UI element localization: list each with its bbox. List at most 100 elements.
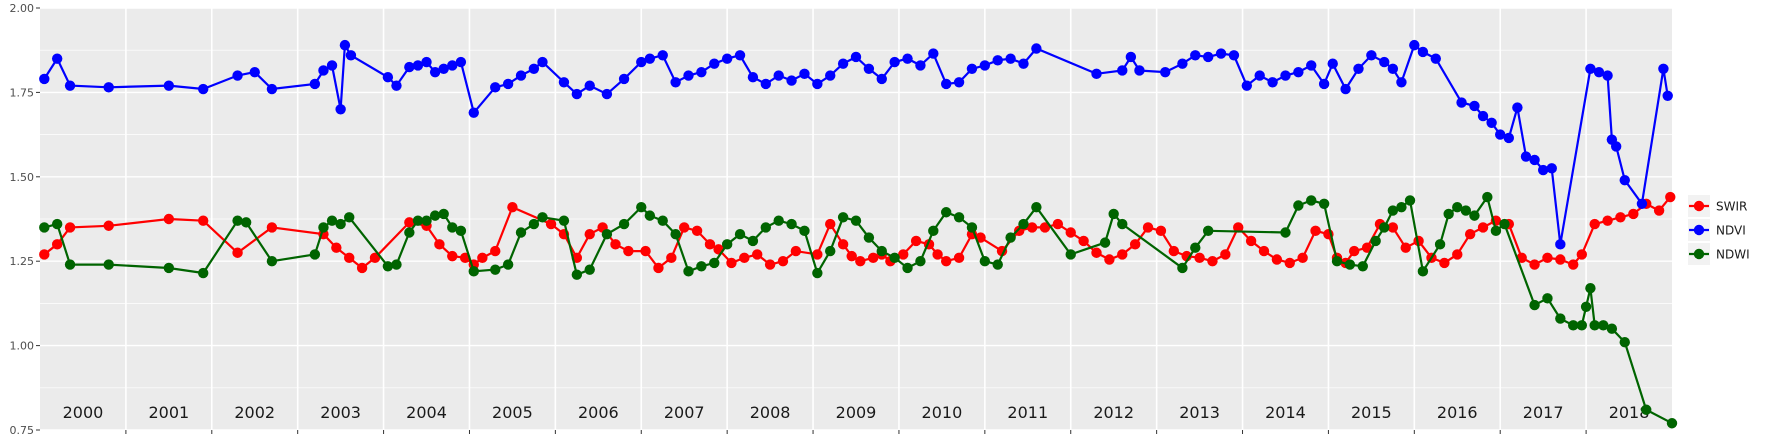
data-point <box>747 72 759 83</box>
data-point <box>898 249 909 260</box>
data-point <box>1177 262 1188 274</box>
year-label: 2009 <box>836 403 877 422</box>
data-point <box>666 252 677 264</box>
data-point <box>1117 65 1128 76</box>
data-point <box>979 60 991 71</box>
data-point <box>1546 163 1557 174</box>
data-point <box>335 218 346 230</box>
data-point <box>345 50 357 61</box>
data-point <box>232 215 243 226</box>
data-point <box>1555 239 1566 250</box>
data-point <box>447 250 458 262</box>
data-point <box>1585 283 1596 294</box>
data-point <box>1202 225 1214 237</box>
data-point <box>198 215 209 226</box>
data-point <box>691 225 703 237</box>
data-point <box>1142 222 1154 233</box>
data-point <box>528 218 540 230</box>
data-point <box>734 50 746 61</box>
data-point <box>1327 58 1338 69</box>
data-point <box>601 228 613 240</box>
data-point <box>232 247 243 258</box>
data-point <box>1031 201 1042 213</box>
legend-key-point <box>1693 248 1705 260</box>
data-point <box>391 259 402 270</box>
series-line-swir <box>43 196 1672 270</box>
data-point <box>863 63 875 74</box>
data-point <box>404 217 415 228</box>
data-point <box>318 65 329 76</box>
data-point <box>502 259 514 270</box>
data-point <box>1477 110 1489 122</box>
data-point <box>760 78 772 90</box>
data-point <box>1619 337 1630 348</box>
data-point <box>249 66 260 78</box>
year-label: 2004 <box>406 403 447 422</box>
data-point <box>825 218 836 230</box>
year-label: 2013 <box>1179 403 1220 422</box>
data-point <box>812 78 823 90</box>
data-point <box>477 252 488 264</box>
data-point <box>1452 249 1463 260</box>
data-point <box>1361 242 1373 253</box>
data-point <box>777 256 789 267</box>
series-ndvi <box>39 39 1673 250</box>
data-point <box>1417 46 1429 58</box>
data-point <box>1576 320 1588 331</box>
data-point <box>932 249 943 260</box>
series-ndwi <box>39 191 1678 429</box>
data-point <box>1537 164 1549 176</box>
data-point <box>992 55 1003 66</box>
data-point <box>1310 225 1321 237</box>
data-point <box>1602 215 1613 226</box>
data-point <box>1452 201 1463 213</box>
data-point <box>1357 261 1368 272</box>
y-tick-label: 1.00 <box>10 340 35 353</box>
data-point <box>1220 249 1231 260</box>
data-point <box>1434 239 1446 250</box>
data-point <box>1499 218 1510 230</box>
data-point <box>1318 198 1330 210</box>
data-point <box>507 201 518 213</box>
data-point <box>515 227 527 238</box>
data-point <box>391 80 402 91</box>
data-point <box>623 245 634 257</box>
data-point <box>356 262 368 274</box>
data-point <box>1495 129 1506 140</box>
data-point <box>502 78 514 90</box>
data-point <box>747 235 759 247</box>
data-point <box>1245 235 1257 247</box>
data-point <box>1602 70 1613 81</box>
data-point <box>966 222 978 233</box>
data-point <box>915 256 926 267</box>
data-point <box>331 242 342 253</box>
data-point <box>721 239 733 250</box>
data-point <box>928 48 939 59</box>
data-point <box>1379 56 1390 68</box>
data-point <box>232 70 243 81</box>
data-point <box>1306 195 1317 206</box>
data-point <box>657 215 668 226</box>
data-point <box>636 56 647 68</box>
data-point <box>198 83 209 95</box>
data-point <box>1129 239 1141 250</box>
legend-item-swir: SWIR <box>1688 195 1747 217</box>
data-point <box>1400 242 1411 253</box>
data-point <box>752 249 763 260</box>
data-point <box>412 215 424 226</box>
data-point <box>863 232 875 243</box>
data-point <box>571 88 583 100</box>
data-point <box>1117 218 1128 230</box>
data-point <box>773 70 784 81</box>
data-point <box>709 58 720 69</box>
data-point <box>1293 66 1304 78</box>
data-point <box>966 63 978 74</box>
data-point <box>1482 191 1493 203</box>
data-point <box>1628 208 1639 220</box>
data-point <box>1580 301 1592 312</box>
data-point <box>1636 198 1648 210</box>
data-point <box>764 259 776 270</box>
data-point <box>1404 195 1416 206</box>
data-point <box>404 61 415 73</box>
